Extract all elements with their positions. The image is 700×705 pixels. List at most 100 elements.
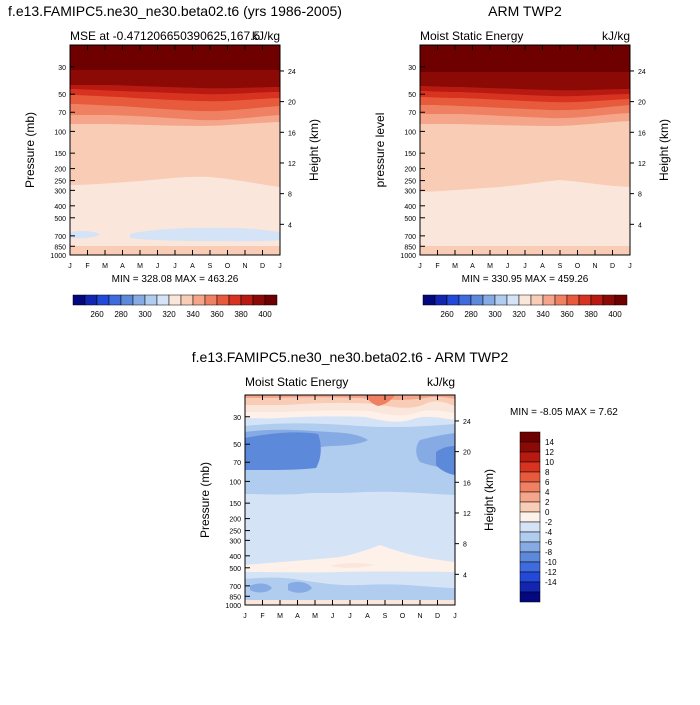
colorbar-label: -4 [545,528,553,537]
y-tick-label: 200 [54,167,66,174]
y2-tick-label: 12 [638,161,646,168]
x-tick-label: F [85,263,89,270]
y-tick-label: 500 [54,216,66,223]
plot-a-field [70,45,280,255]
colorbar-swatch [108,294,122,306]
colorbar-swatch [519,521,541,533]
colorbar-label: -8 [545,548,553,557]
colorbar-swatch [168,294,182,306]
y2-tick-label: 24 [463,419,471,426]
colorbar-swatch [494,294,508,306]
colorbar-swatch [470,294,484,306]
x-tick-label: J [628,263,632,270]
x-tick-label: M [452,263,458,270]
plot-c-ylabel: Pressure (mb) [198,462,212,538]
y2-tick-label: 16 [288,130,296,137]
plot-c-left-label: Moist Static Energy [245,375,348,389]
colorbar-label: 360 [560,310,574,319]
colorbar-swatch [519,451,541,463]
colorbar-label: 380 [584,310,598,319]
plot-c-band [288,581,312,593]
plot-c-axes: 30 50 70 100 150 200 250 300 400 500 700 850 1000 24 2… [225,395,471,620]
colorbar-swatch [519,561,541,573]
plot-c-band [436,446,455,475]
y2-tick-label: 4 [638,222,642,229]
colorbar-swatch [204,294,218,306]
plot-c-band [330,562,375,568]
x-tick-label: M [487,263,493,270]
y-tick-label: 300 [404,188,416,195]
y-tick-label: 70 [233,460,241,467]
colorbar-label: 280 [114,310,128,319]
y2-tick-label: 16 [638,130,646,137]
colorbar-swatch [519,531,541,543]
x-tick-label: D [610,263,615,270]
x-tick-label: J [348,613,352,620]
colorbar-label: -10 [545,558,557,567]
y2-tick-label: 24 [288,69,296,76]
x-tick-label: J [418,263,422,270]
colorbar-swatch [422,294,436,306]
y2-tick-label: 20 [638,100,646,107]
y-tick-label: 50 [408,92,416,99]
colorbar-swatch [519,491,541,503]
y-tick-label: 850 [229,594,241,601]
y-tick-label: 250 [404,179,416,186]
colorbar-label: 14 [545,438,554,447]
colorbar-swatch [446,294,460,306]
plot-a-band [70,230,100,239]
x-tick-label: M [277,613,283,620]
x-tick-label: S [383,613,388,620]
colorbar-swatch [518,294,532,306]
y2-tick-label: 8 [638,192,642,199]
y-tick-label: 200 [229,517,241,524]
y2-tick-label: 4 [288,222,292,229]
y-tick-label: 400 [404,204,416,211]
y-tick-label: 1000 [50,253,66,260]
plot-b-minmax: MIN = 330.95 MAX = 459.26 [462,274,589,285]
y-tick-label: 700 [229,584,241,591]
y2-tick-label: 8 [288,192,292,199]
colorbar-swatch [192,294,206,306]
colorbar-label: 400 [258,310,272,319]
colorbar-swatch [458,294,472,306]
plot-c-band [245,545,455,573]
plot-b-ylabel: pressure level [373,113,387,188]
y-tick-label: 50 [58,92,66,99]
x-tick-label: A [470,263,475,270]
colorbar-label: 2 [545,498,550,507]
colorbar-swatch [132,294,146,306]
plot-b-axes: 30 50 70 100 150 200 250 300 400 500 700 850 1000 24 2… [400,45,646,270]
y-tick-label: 850 [54,244,66,251]
colorbar-label: 380 [234,310,248,319]
plot-c-title: f.e13.FAMIPC5.ne30_ne30.beta02.t6 - ARM … [192,349,509,365]
plot-b-title: ARM TWP2 [488,3,562,19]
y-tick-label: 150 [404,151,416,158]
x-tick-label: J [156,263,160,270]
x-tick-label: O [400,613,406,620]
y-tick-label: 30 [408,65,416,72]
y-tick-label: 70 [58,110,66,117]
y-tick-label: 500 [404,216,416,223]
colorbar-swatch [519,441,541,453]
plot-a-units: kJ/kg [252,29,280,43]
x-tick-label: F [435,263,439,270]
x-tick-label: A [295,613,300,620]
colorbar-label: 260 [440,310,454,319]
x-tick-label: J [243,613,247,620]
x-tick-label: J [506,263,510,270]
colorbar-label: -6 [545,538,553,547]
colorbar-swatch [566,294,580,306]
y2-tick-label: 20 [463,450,471,457]
colorbar-b: 260 280 300 320 340 360 380 400 [422,294,628,319]
colorbar-swatch [602,294,616,306]
plot-a-axes: 30 50 70 100 150 200 250 300 400 500 700 850 1000 24 2… [50,45,296,270]
plot-a-title: f.e13.FAMIPC5.ne30_ne30.beta02.t6 (yrs 1… [8,3,342,19]
y-tick-label: 30 [233,415,241,422]
colorbar-swatch [96,294,110,306]
x-tick-label: N [592,263,597,270]
y-tick-label: 30 [58,65,66,72]
plot-c-band [365,395,395,406]
colorbar-swatch [72,294,86,306]
y-tick-label: 250 [229,529,241,536]
